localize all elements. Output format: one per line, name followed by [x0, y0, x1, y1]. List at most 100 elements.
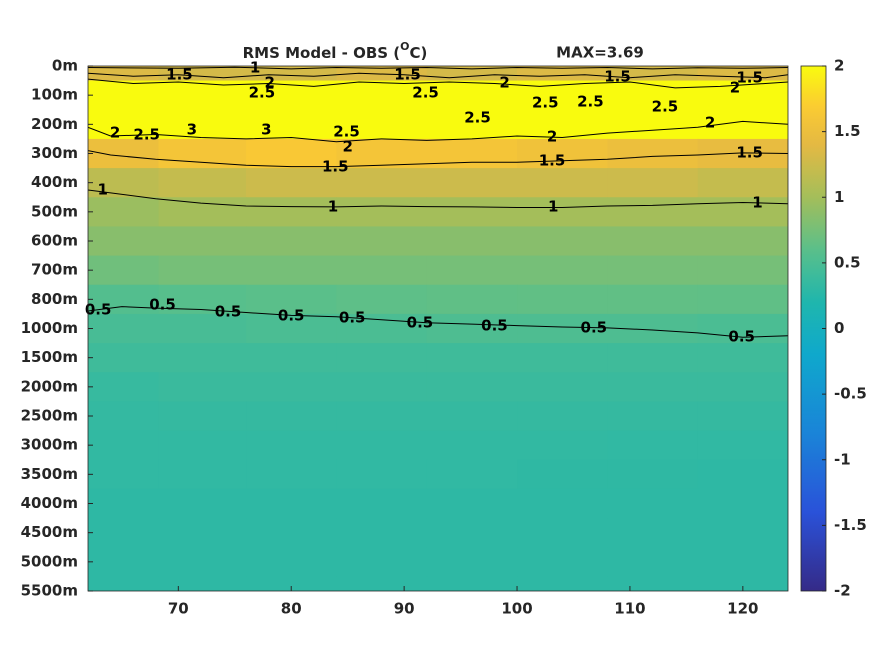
colorbar-tick-label: -0.5	[834, 385, 867, 403]
axes: 0m 100m 200m 300m 400m 500m 600m 700m 800m 1000m 1…	[21, 57, 867, 618]
heatmap-cell	[607, 226, 699, 257]
contour-line	[88, 306, 788, 338]
heatmap-cell	[517, 401, 608, 432]
contour-label: 2.5	[249, 84, 276, 102]
contour-label: 2	[342, 138, 352, 156]
heatmap-cell	[88, 343, 160, 373]
heatmap-cell	[697, 576, 788, 591]
y-tick-label: 1000m	[21, 319, 78, 337]
heatmap-cell	[426, 547, 518, 577]
heatmap-cell	[158, 197, 247, 227]
contour-label: 1	[250, 59, 260, 77]
heatmap-cell	[88, 459, 160, 490]
x-tick-label: 110	[614, 600, 645, 618]
y-tick-label: 2500m	[21, 407, 78, 425]
heatmap-cell	[88, 576, 160, 591]
contour-label: 0.5	[215, 302, 242, 320]
contour-label: 1	[548, 197, 558, 215]
contour-labels: 1.5 122.51.52.522.5 2.51.52.521.52 2.5 3 3 2.5…	[85, 59, 763, 346]
heatmap-cell	[158, 255, 247, 286]
contour-label: 1	[752, 194, 762, 212]
heatmap-cell	[517, 576, 608, 591]
heatmap-cell	[426, 197, 518, 227]
heatmap-cell	[88, 518, 160, 548]
heatmap-cell	[426, 109, 518, 140]
heatmap-cell	[517, 197, 608, 227]
heatmap-cell	[336, 343, 428, 373]
heatmap-cell	[246, 459, 337, 490]
heatmap-cell	[336, 488, 428, 519]
contour-label: 1.5	[394, 65, 421, 83]
heatmap-cell	[246, 226, 337, 257]
heatmap-cell	[607, 138, 699, 169]
heatmap-cell	[158, 313, 247, 344]
heatmap-cell	[517, 518, 608, 548]
contour-label: 2	[705, 113, 715, 131]
heatmap	[88, 66, 788, 591]
heatmap-cell	[426, 284, 518, 315]
contour-label: 0.5	[149, 295, 176, 313]
contour-label: 0.5	[85, 300, 112, 318]
heatmap-cell	[697, 255, 788, 286]
contour-label: 0.5	[728, 327, 755, 345]
y-tick-label: 4500m	[21, 523, 78, 541]
contour-label: 1.5	[322, 157, 349, 175]
heatmap-cell	[517, 372, 608, 402]
heatmap-cell	[517, 226, 608, 257]
heatmap-cell	[517, 138, 608, 169]
x-tick-label: 120	[727, 600, 758, 618]
contour-label: 2	[110, 124, 120, 142]
heatmap-cell	[697, 226, 788, 257]
heatmap-cell	[517, 459, 608, 490]
contour-label: 2.5	[532, 94, 559, 112]
heatmap-cell	[607, 284, 699, 315]
heatmap-cell	[336, 168, 428, 198]
y-tick-label: 2000m	[21, 377, 78, 395]
title-suffix: C)	[410, 44, 428, 62]
heatmap-cell	[426, 255, 518, 286]
y-tick-label: 200m	[31, 115, 78, 133]
heatmap-cell	[88, 372, 160, 402]
heatmap-cell	[426, 459, 518, 490]
contour-label: 3	[261, 120, 271, 138]
x-tick-label: 90	[394, 600, 415, 618]
title-main: RMS Model - OBS (	[243, 44, 401, 62]
heatmap-cell	[158, 138, 247, 169]
heatmap-cell	[88, 168, 160, 198]
chart-title: RMS Model - OBS (OC)	[243, 40, 428, 62]
heatmap-cell	[158, 576, 247, 591]
contour-line	[88, 150, 788, 168]
contour-label: 1.5	[539, 152, 566, 170]
heatmap-cell	[246, 547, 337, 577]
heatmap-cell	[697, 372, 788, 402]
heatmap-cell	[697, 343, 788, 373]
heatmap-cell	[697, 401, 788, 432]
heatmap-cell	[607, 547, 699, 577]
heatmap-cell	[88, 430, 160, 461]
x-tick-label: 70	[168, 600, 189, 618]
y-tick-label: 700m	[31, 261, 78, 279]
contour-label: 2	[499, 73, 509, 91]
contour-label: 2	[730, 78, 740, 96]
heatmap-cell	[158, 226, 247, 257]
contour-label: 1.5	[166, 65, 193, 83]
y-tick-label: 5500m	[21, 582, 78, 600]
heatmap-cell	[607, 343, 699, 373]
contour-label: 1.5	[604, 68, 631, 86]
heatmap-cell	[336, 430, 428, 461]
heatmap-cell	[246, 138, 337, 169]
heatmap-cell	[607, 459, 699, 490]
y-tick-label: 300m	[31, 144, 78, 162]
heatmap-cell	[246, 313, 337, 344]
heatmap-cell	[88, 138, 160, 169]
heatmap-cell	[426, 168, 518, 198]
heatmap-cell	[426, 80, 518, 111]
heatmap-cell	[158, 459, 247, 490]
heatmap-cell	[158, 343, 247, 373]
heatmap-cell	[607, 255, 699, 286]
heatmap-cell	[158, 401, 247, 432]
heatmap-cell	[697, 488, 788, 519]
heatmap-cell	[246, 109, 337, 140]
